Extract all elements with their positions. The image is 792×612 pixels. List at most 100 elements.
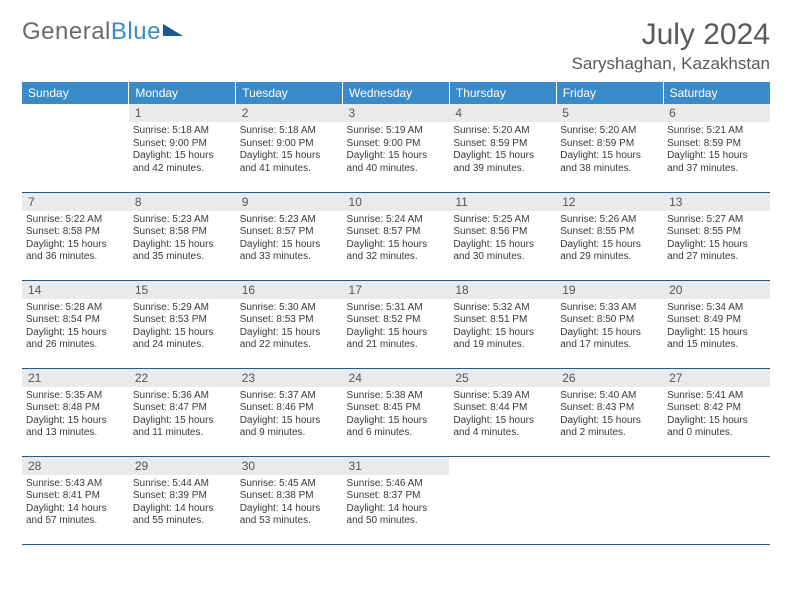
calendar-cell: 11Sunrise: 5:25 AMSunset: 8:56 PMDayligh… bbox=[449, 192, 556, 280]
day-number: 23 bbox=[236, 369, 343, 387]
day-number: 15 bbox=[129, 281, 236, 299]
day-detail: Sunrise: 5:36 AMSunset: 8:47 PMDaylight:… bbox=[129, 387, 236, 444]
day-number: 8 bbox=[129, 193, 236, 211]
calendar-cell: 10Sunrise: 5:24 AMSunset: 8:57 PMDayligh… bbox=[343, 192, 450, 280]
day-number: 13 bbox=[663, 193, 770, 211]
weekday-header: Tuesday bbox=[236, 82, 343, 104]
brand-logo: GeneralBlue bbox=[22, 18, 183, 46]
calendar-week-row: 14Sunrise: 5:28 AMSunset: 8:54 PMDayligh… bbox=[22, 280, 770, 368]
weekday-header: Sunday bbox=[22, 82, 129, 104]
calendar-cell bbox=[22, 104, 129, 192]
day-detail: Sunrise: 5:20 AMSunset: 8:59 PMDaylight:… bbox=[449, 122, 556, 179]
weekday-header: Thursday bbox=[449, 82, 556, 104]
day-detail: Sunrise: 5:24 AMSunset: 8:57 PMDaylight:… bbox=[343, 211, 450, 268]
calendar-cell: 23Sunrise: 5:37 AMSunset: 8:46 PMDayligh… bbox=[236, 368, 343, 456]
calendar-cell: 25Sunrise: 5:39 AMSunset: 8:44 PMDayligh… bbox=[449, 368, 556, 456]
day-detail: Sunrise: 5:21 AMSunset: 8:59 PMDaylight:… bbox=[663, 122, 770, 179]
day-detail: Sunrise: 5:18 AMSunset: 9:00 PMDaylight:… bbox=[129, 122, 236, 179]
brand-part2: Blue bbox=[111, 18, 161, 46]
day-detail: Sunrise: 5:35 AMSunset: 8:48 PMDaylight:… bbox=[22, 387, 129, 444]
day-detail: Sunrise: 5:20 AMSunset: 8:59 PMDaylight:… bbox=[556, 122, 663, 179]
day-detail: Sunrise: 5:23 AMSunset: 8:58 PMDaylight:… bbox=[129, 211, 236, 268]
calendar-week-row: 21Sunrise: 5:35 AMSunset: 8:48 PMDayligh… bbox=[22, 368, 770, 456]
calendar-cell: 3Sunrise: 5:19 AMSunset: 9:00 PMDaylight… bbox=[343, 104, 450, 192]
day-detail: Sunrise: 5:45 AMSunset: 8:38 PMDaylight:… bbox=[236, 475, 343, 532]
day-detail: Sunrise: 5:22 AMSunset: 8:58 PMDaylight:… bbox=[22, 211, 129, 268]
day-detail: Sunrise: 5:25 AMSunset: 8:56 PMDaylight:… bbox=[449, 211, 556, 268]
day-number: 3 bbox=[343, 104, 450, 122]
day-number: 21 bbox=[22, 369, 129, 387]
header: GeneralBlue July 2024 Saryshaghan, Kazak… bbox=[22, 18, 770, 74]
calendar-week-row: 28Sunrise: 5:43 AMSunset: 8:41 PMDayligh… bbox=[22, 456, 770, 544]
day-detail: Sunrise: 5:34 AMSunset: 8:49 PMDaylight:… bbox=[663, 299, 770, 356]
day-detail: Sunrise: 5:28 AMSunset: 8:54 PMDaylight:… bbox=[22, 299, 129, 356]
calendar-cell: 16Sunrise: 5:30 AMSunset: 8:53 PMDayligh… bbox=[236, 280, 343, 368]
day-number: 27 bbox=[663, 369, 770, 387]
calendar-cell: 6Sunrise: 5:21 AMSunset: 8:59 PMDaylight… bbox=[663, 104, 770, 192]
calendar-cell: 28Sunrise: 5:43 AMSunset: 8:41 PMDayligh… bbox=[22, 456, 129, 544]
calendar-cell bbox=[663, 456, 770, 544]
day-detail: Sunrise: 5:46 AMSunset: 8:37 PMDaylight:… bbox=[343, 475, 450, 532]
day-number: 1 bbox=[129, 104, 236, 122]
day-detail: Sunrise: 5:32 AMSunset: 8:51 PMDaylight:… bbox=[449, 299, 556, 356]
day-detail: Sunrise: 5:26 AMSunset: 8:55 PMDaylight:… bbox=[556, 211, 663, 268]
day-number: 19 bbox=[556, 281, 663, 299]
day-number: 25 bbox=[449, 369, 556, 387]
day-number: 6 bbox=[663, 104, 770, 122]
calendar-cell: 7Sunrise: 5:22 AMSunset: 8:58 PMDaylight… bbox=[22, 192, 129, 280]
calendar-cell: 17Sunrise: 5:31 AMSunset: 8:52 PMDayligh… bbox=[343, 280, 450, 368]
day-number: 9 bbox=[236, 193, 343, 211]
day-detail: Sunrise: 5:44 AMSunset: 8:39 PMDaylight:… bbox=[129, 475, 236, 532]
day-number: 28 bbox=[22, 457, 129, 475]
day-number: 4 bbox=[449, 104, 556, 122]
calendar-cell: 20Sunrise: 5:34 AMSunset: 8:49 PMDayligh… bbox=[663, 280, 770, 368]
day-number: 12 bbox=[556, 193, 663, 211]
day-number: 26 bbox=[556, 369, 663, 387]
day-detail: Sunrise: 5:33 AMSunset: 8:50 PMDaylight:… bbox=[556, 299, 663, 356]
day-detail: Sunrise: 5:38 AMSunset: 8:45 PMDaylight:… bbox=[343, 387, 450, 444]
weekday-header: Wednesday bbox=[343, 82, 450, 104]
day-detail: Sunrise: 5:31 AMSunset: 8:52 PMDaylight:… bbox=[343, 299, 450, 356]
day-number: 31 bbox=[343, 457, 450, 475]
calendar-week-row: 7Sunrise: 5:22 AMSunset: 8:58 PMDaylight… bbox=[22, 192, 770, 280]
day-detail: Sunrise: 5:37 AMSunset: 8:46 PMDaylight:… bbox=[236, 387, 343, 444]
calendar-cell: 5Sunrise: 5:20 AMSunset: 8:59 PMDaylight… bbox=[556, 104, 663, 192]
calendar-cell: 29Sunrise: 5:44 AMSunset: 8:39 PMDayligh… bbox=[129, 456, 236, 544]
day-number: 30 bbox=[236, 457, 343, 475]
weekday-header: Monday bbox=[129, 82, 236, 104]
day-number: 24 bbox=[343, 369, 450, 387]
calendar-cell: 27Sunrise: 5:41 AMSunset: 8:42 PMDayligh… bbox=[663, 368, 770, 456]
calendar-cell: 30Sunrise: 5:45 AMSunset: 8:38 PMDayligh… bbox=[236, 456, 343, 544]
day-number: 2 bbox=[236, 104, 343, 122]
day-number: 29 bbox=[129, 457, 236, 475]
calendar-cell: 31Sunrise: 5:46 AMSunset: 8:37 PMDayligh… bbox=[343, 456, 450, 544]
day-detail: Sunrise: 5:27 AMSunset: 8:55 PMDaylight:… bbox=[663, 211, 770, 268]
calendar-cell: 4Sunrise: 5:20 AMSunset: 8:59 PMDaylight… bbox=[449, 104, 556, 192]
brand-mark-icon bbox=[163, 24, 183, 36]
day-detail: Sunrise: 5:40 AMSunset: 8:43 PMDaylight:… bbox=[556, 387, 663, 444]
day-number: 20 bbox=[663, 281, 770, 299]
calendar-cell: 19Sunrise: 5:33 AMSunset: 8:50 PMDayligh… bbox=[556, 280, 663, 368]
calendar-cell: 21Sunrise: 5:35 AMSunset: 8:48 PMDayligh… bbox=[22, 368, 129, 456]
calendar-cell: 8Sunrise: 5:23 AMSunset: 8:58 PMDaylight… bbox=[129, 192, 236, 280]
calendar-cell: 1Sunrise: 5:18 AMSunset: 9:00 PMDaylight… bbox=[129, 104, 236, 192]
day-number: 16 bbox=[236, 281, 343, 299]
title-block: July 2024 Saryshaghan, Kazakhstan bbox=[572, 18, 770, 74]
day-number: 14 bbox=[22, 281, 129, 299]
calendar-cell: 24Sunrise: 5:38 AMSunset: 8:45 PMDayligh… bbox=[343, 368, 450, 456]
day-detail: Sunrise: 5:23 AMSunset: 8:57 PMDaylight:… bbox=[236, 211, 343, 268]
day-number: 18 bbox=[449, 281, 556, 299]
day-number: 5 bbox=[556, 104, 663, 122]
day-number: 22 bbox=[129, 369, 236, 387]
day-detail: Sunrise: 5:41 AMSunset: 8:42 PMDaylight:… bbox=[663, 387, 770, 444]
day-detail: Sunrise: 5:30 AMSunset: 8:53 PMDaylight:… bbox=[236, 299, 343, 356]
calendar-weekday-header: SundayMondayTuesdayWednesdayThursdayFrid… bbox=[22, 82, 770, 104]
calendar-cell: 22Sunrise: 5:36 AMSunset: 8:47 PMDayligh… bbox=[129, 368, 236, 456]
day-number: 17 bbox=[343, 281, 450, 299]
location-label: Saryshaghan, Kazakhstan bbox=[572, 54, 770, 74]
day-detail: Sunrise: 5:19 AMSunset: 9:00 PMDaylight:… bbox=[343, 122, 450, 179]
calendar-week-row: 1Sunrise: 5:18 AMSunset: 9:00 PMDaylight… bbox=[22, 104, 770, 192]
calendar-cell: 13Sunrise: 5:27 AMSunset: 8:55 PMDayligh… bbox=[663, 192, 770, 280]
calendar-cell: 18Sunrise: 5:32 AMSunset: 8:51 PMDayligh… bbox=[449, 280, 556, 368]
day-number: 10 bbox=[343, 193, 450, 211]
